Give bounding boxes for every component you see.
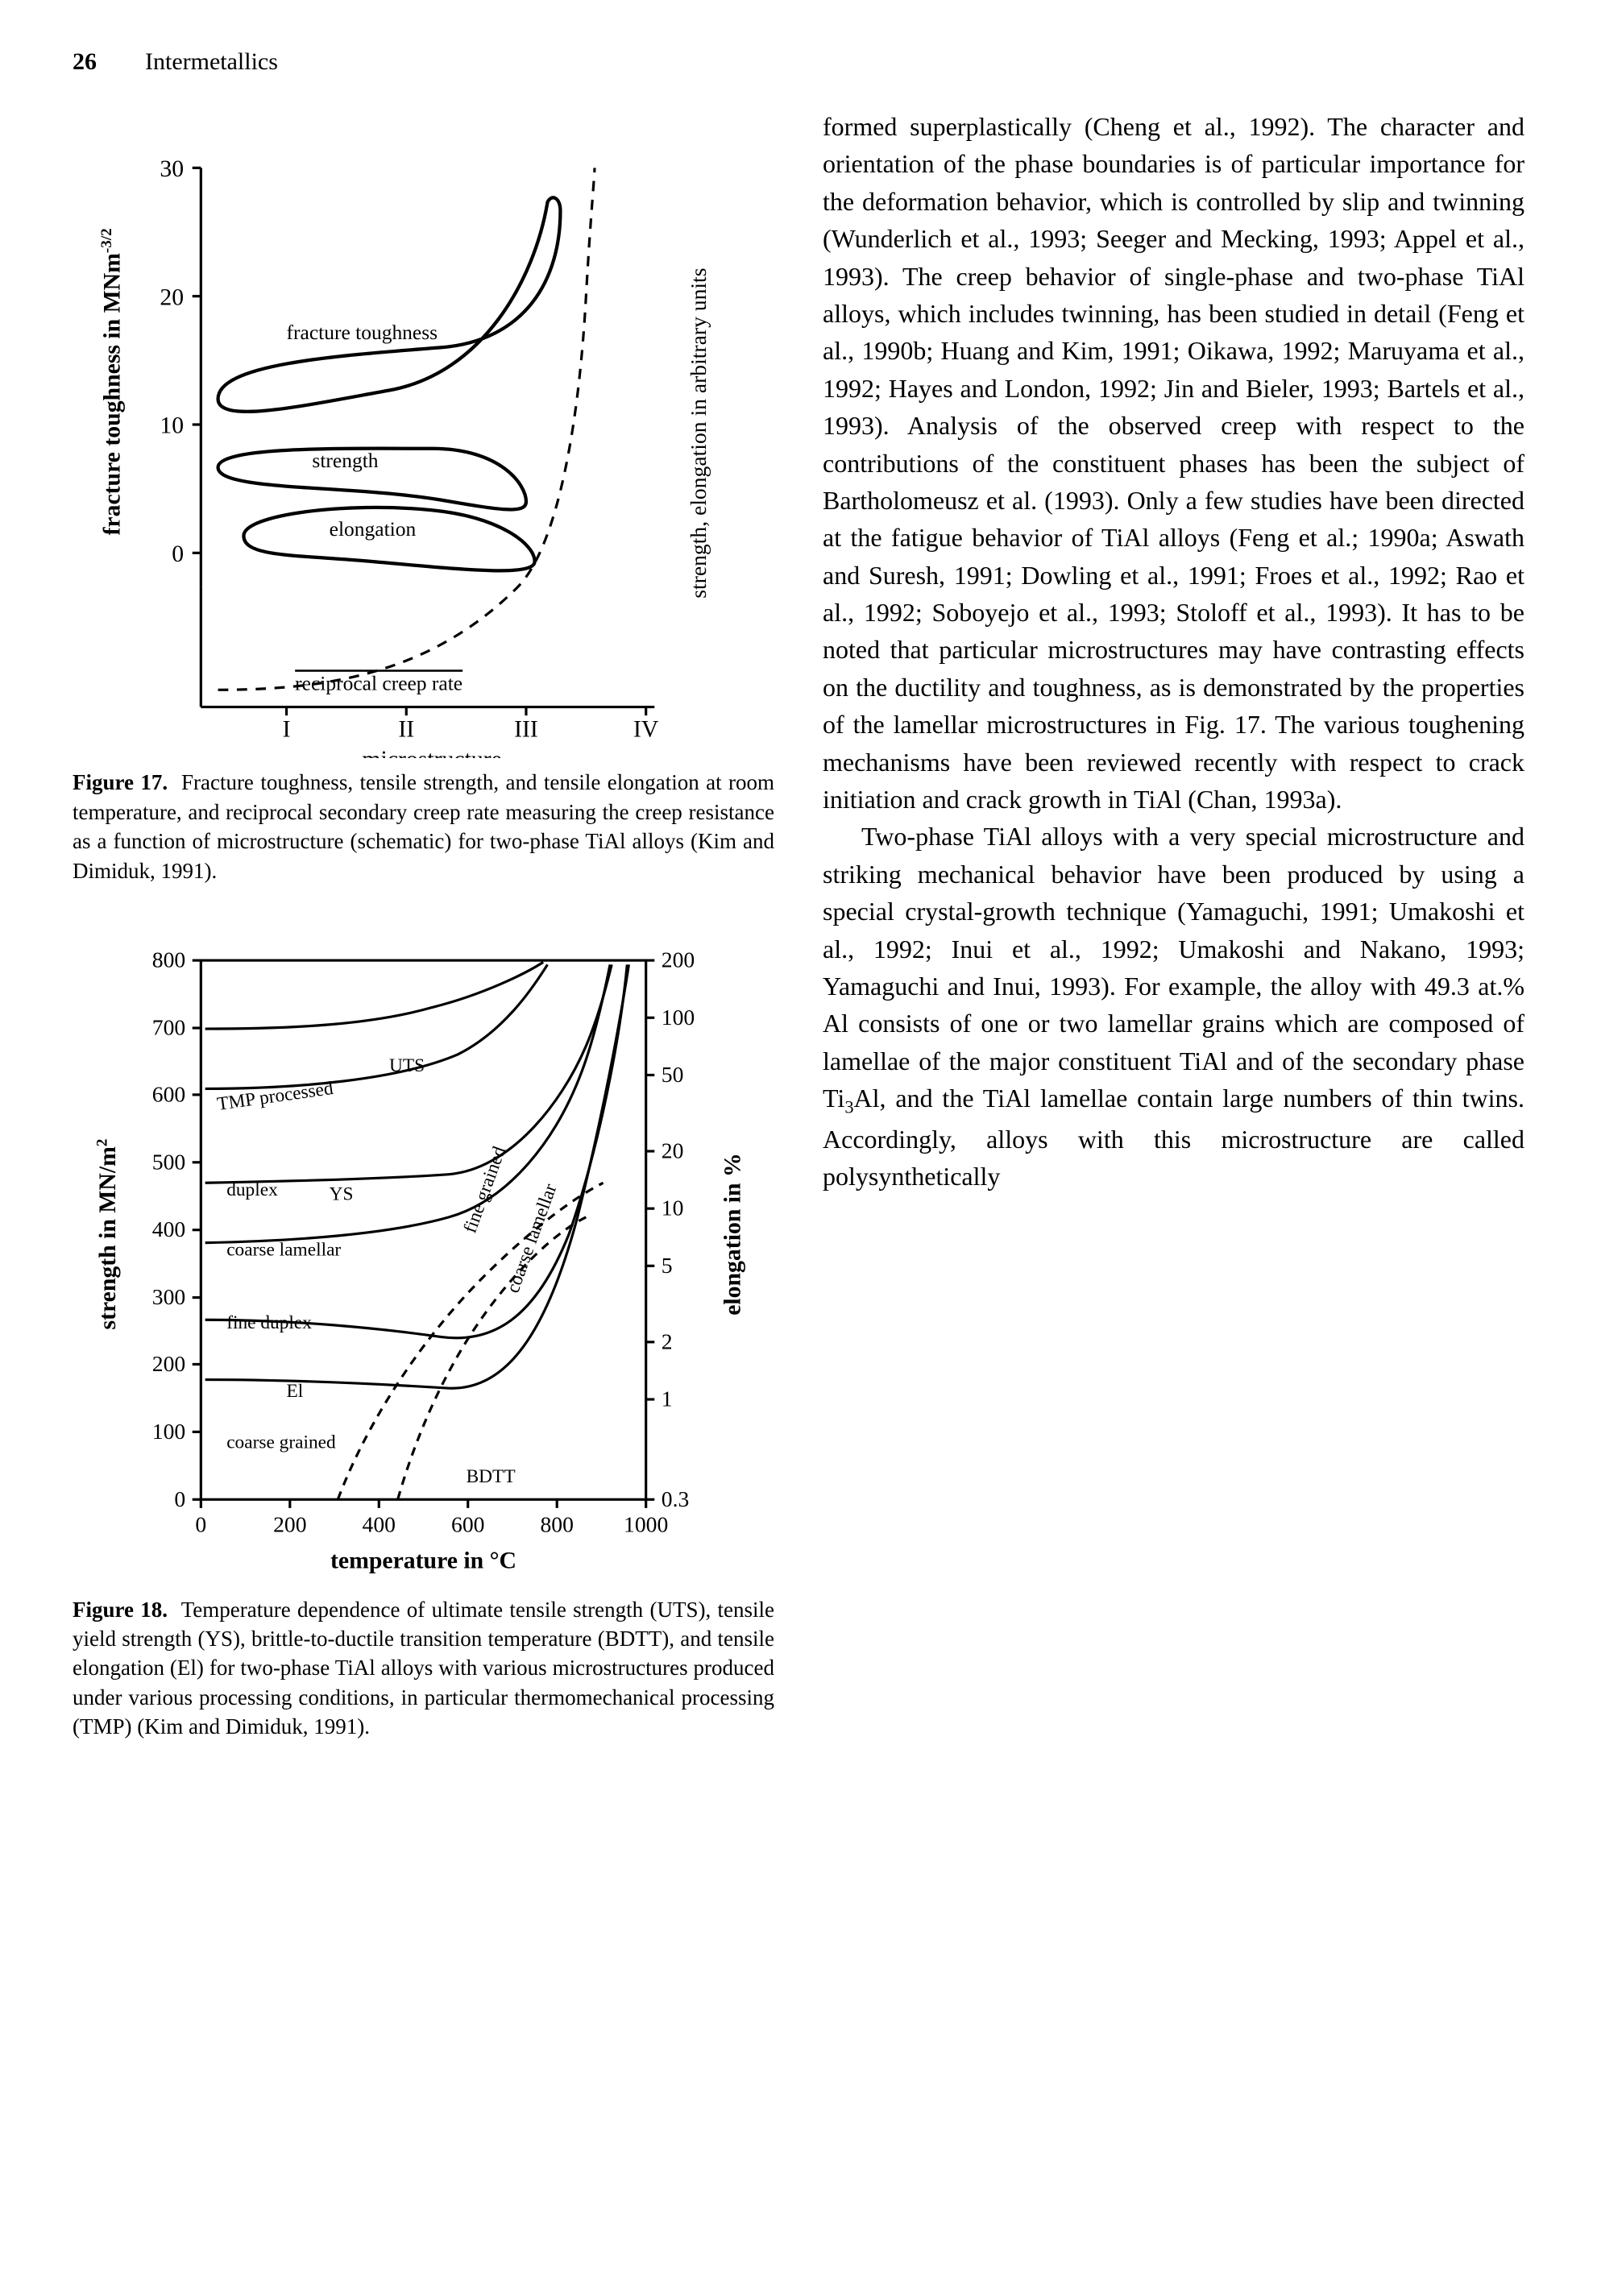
rt4: 10 [662, 1196, 684, 1221]
right-column: formed superplastically (Cheng et al., 1… [823, 108, 1524, 1774]
uts-label: UTS [389, 1055, 425, 1076]
lt3: 300 [152, 1284, 185, 1309]
rt8: 200 [662, 947, 695, 972]
tick-0: 0 [172, 541, 184, 567]
xt0: 0 [195, 1512, 206, 1537]
chapter-title: Intermetallics [145, 48, 278, 76]
x-label: microstructure [362, 746, 501, 758]
y-right-label-18: elongation in % [720, 1153, 746, 1316]
y-left-label: fracture toughness in MNm-3/2 [98, 228, 126, 535]
lt4: 400 [152, 1216, 185, 1241]
lt0: 0 [174, 1486, 185, 1511]
two-column-layout: 0 10 20 30 I II III IV [73, 108, 1524, 1774]
rt5: 20 [662, 1138, 684, 1163]
xt3: 600 [451, 1512, 484, 1537]
label-fracture: fracture toughness [287, 321, 438, 344]
rt1: 1 [662, 1386, 673, 1411]
paragraph-1: formed superplastically (Cheng et al., 1… [823, 108, 1524, 818]
rt7: 100 [662, 1005, 695, 1030]
paragraph-2: Two-phase TiAl alloys with a very specia… [823, 818, 1524, 1195]
figure-17-chart: 0 10 20 30 I II III IV [73, 108, 774, 758]
xt5: 1000 [624, 1512, 668, 1537]
coarse-lamellar-label: coarse lamellar [226, 1240, 341, 1261]
xtick-2: II [398, 716, 414, 743]
el-label: El [287, 1381, 304, 1402]
left-column: 0 10 20 30 I II III IV [73, 108, 774, 1774]
tmp-label: TMP processed [216, 1078, 335, 1115]
rt3: 5 [662, 1253, 673, 1278]
duplex-label: duplex [226, 1179, 278, 1200]
tick-10: 10 [160, 412, 184, 439]
fine-duplex-label: fine duplex [226, 1312, 312, 1333]
bdtt-label: BDTT [467, 1466, 516, 1487]
tick-20: 20 [160, 284, 184, 310]
lt5: 500 [152, 1149, 185, 1174]
coarse-lamellar2-label: coarse lamellar [503, 1181, 562, 1296]
lt6: 600 [152, 1081, 185, 1106]
lt8: 800 [152, 947, 185, 972]
rt0: 0.3 [662, 1486, 690, 1511]
rt6: 50 [662, 1062, 684, 1087]
coarse-grained-label: coarse grained [226, 1432, 336, 1453]
lt7: 700 [152, 1015, 185, 1040]
xt2: 400 [363, 1512, 396, 1537]
ys-label: YS [330, 1184, 354, 1205]
figure-17: 0 10 20 30 I II III IV [73, 108, 774, 885]
figure-18-caption: Figure 18. Temperature dependence of ult… [73, 1595, 774, 1742]
xt1: 200 [273, 1512, 306, 1537]
xtick-1: I [283, 716, 291, 743]
label-strength: strength [312, 449, 378, 472]
tick-30: 30 [160, 155, 184, 182]
figure-18: 0 100 200 300 400 500 600 700 800 [73, 918, 774, 1742]
label-elongation: elongation [330, 517, 417, 541]
xtick-3: III [514, 716, 538, 743]
lt1: 100 [152, 1419, 185, 1444]
xt4: 800 [540, 1512, 573, 1537]
figure-18-chart: 0 100 200 300 400 500 600 700 800 [73, 918, 774, 1585]
xtick-4: IV [633, 716, 659, 743]
y-left-label-18: strength in MN/m2 [93, 1139, 121, 1330]
figure-17-caption: Figure 17. Fracture toughness, tensile s… [73, 768, 774, 885]
y-right-label: strength, elongation in arbitrary units [686, 268, 711, 599]
x-label-18: temperature in °C [330, 1547, 516, 1573]
page-number: 26 [73, 48, 97, 76]
label-creep: reciprocal creep rate [295, 671, 463, 694]
page-header: 26 Intermetallics [73, 48, 1524, 76]
lt2: 200 [152, 1351, 185, 1376]
rt2: 2 [662, 1328, 673, 1353]
